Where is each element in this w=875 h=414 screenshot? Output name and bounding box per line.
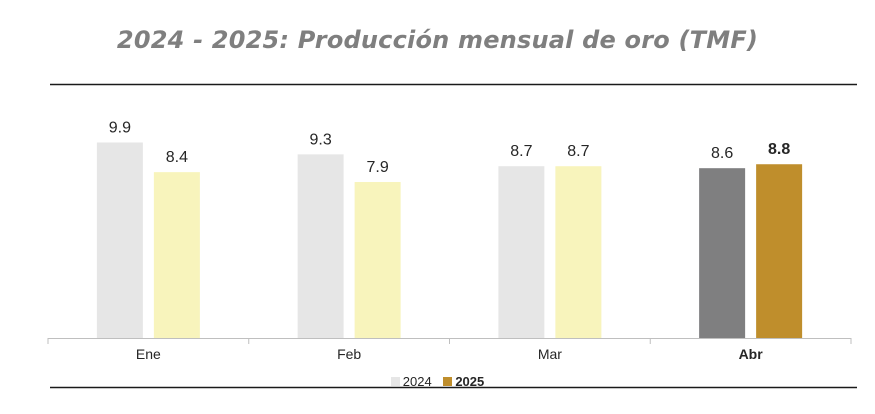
legend-swatch-2024 [390, 377, 400, 386]
legend-item-2025: 2025 [443, 374, 484, 389]
data-label-2024-Abr: 8.6 [711, 145, 733, 162]
data-label-2025-Mar: 8.7 [567, 143, 589, 160]
x-tick-label-Mar: Mar [538, 346, 562, 362]
legend-swatch-2025 [443, 377, 453, 386]
legend-label-2025: 2025 [455, 374, 485, 389]
bar-2025-Abr [756, 164, 803, 338]
bar-2025-Ene [153, 172, 200, 338]
bar-2024-Abr [699, 168, 746, 338]
chart-legend: 2024 2025 [0, 374, 875, 389]
data-label-2025-Abr: 8.8 [768, 141, 790, 158]
x-tick-label-Abr: Abr [739, 346, 764, 362]
bar-2024-Mar [498, 166, 545, 338]
bar-2025-Mar [555, 166, 602, 338]
data-label-2025-Feb: 7.9 [367, 159, 389, 176]
bar-2025-Feb [354, 182, 401, 338]
data-label-2025-Ene: 8.4 [166, 149, 188, 166]
x-tick-label-Ene: Ene [136, 346, 161, 362]
data-label-2024-Ene: 9.9 [109, 120, 131, 137]
data-label-2024-Feb: 9.3 [310, 131, 332, 148]
bar-2024-Ene [96, 142, 143, 338]
bar-2024-Feb [297, 154, 344, 338]
legend-item-2024: 2024 [390, 374, 432, 389]
x-tick-label-Feb: Feb [337, 346, 361, 362]
data-label-2024-Mar: 8.7 [510, 143, 532, 160]
chart-title: 2024 - 2025: Producción mensual de oro (… [116, 26, 759, 54]
legend-label-2024: 2024 [402, 374, 432, 389]
